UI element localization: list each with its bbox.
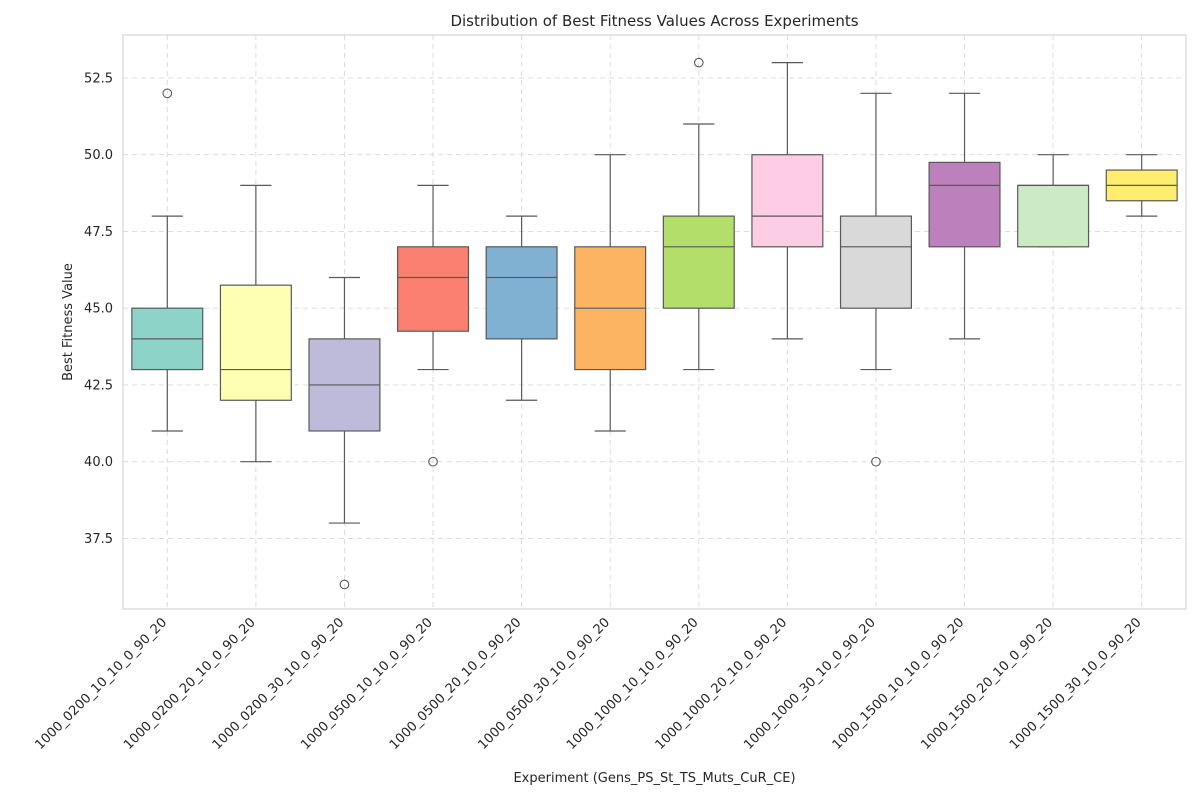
- box-group: [839, 92, 912, 467]
- box-group: [1105, 154, 1178, 217]
- box-iqr: [662, 215, 735, 309]
- box-iqr: [485, 246, 558, 340]
- box-iqr: [1017, 184, 1090, 248]
- box-iqr: [397, 246, 470, 332]
- box-layer: [131, 57, 1178, 590]
- outlier-point: [693, 57, 704, 68]
- outlier-point: [162, 88, 173, 99]
- box-group: [662, 57, 735, 371]
- box-group: [574, 154, 647, 432]
- y-axis-label: Best Fitness Value: [61, 263, 76, 381]
- box-group: [751, 62, 824, 340]
- plot-frame: [122, 34, 1187, 610]
- y-tick-label: 45.0: [84, 302, 113, 317]
- outlier-point: [339, 579, 350, 590]
- y-tick-label: 37.5: [84, 532, 113, 547]
- box-group: [928, 92, 1001, 340]
- box-iqr: [751, 154, 824, 248]
- box-group: [485, 215, 558, 401]
- box-group: [219, 184, 292, 463]
- box-group: [1017, 154, 1090, 248]
- y-tick-label: 47.5: [84, 225, 113, 240]
- chart-title: Distribution of Best Fitness Values Acro…: [450, 12, 858, 30]
- box-iqr: [928, 161, 1001, 248]
- outlier-point: [871, 456, 881, 467]
- y-tick-label: 42.5: [84, 378, 113, 393]
- y-tick-label: 40.0: [84, 455, 113, 470]
- y-tick-label: 52.5: [84, 71, 113, 86]
- y-tick-label: 50.0: [84, 148, 113, 163]
- box-group: [308, 276, 381, 590]
- box-group: [131, 88, 204, 432]
- box-group: [397, 184, 470, 467]
- y-tick-labels: 37.5 40.0 42.5 45.0 47.5 50.0 52.5: [84, 71, 113, 546]
- box-iqr: [219, 284, 292, 401]
- box-iqr: [839, 215, 912, 309]
- outlier-point: [428, 456, 438, 467]
- x-axis-label: Experiment (Gens_PS_St_TS_Muts_CuR_CE): [513, 771, 795, 786]
